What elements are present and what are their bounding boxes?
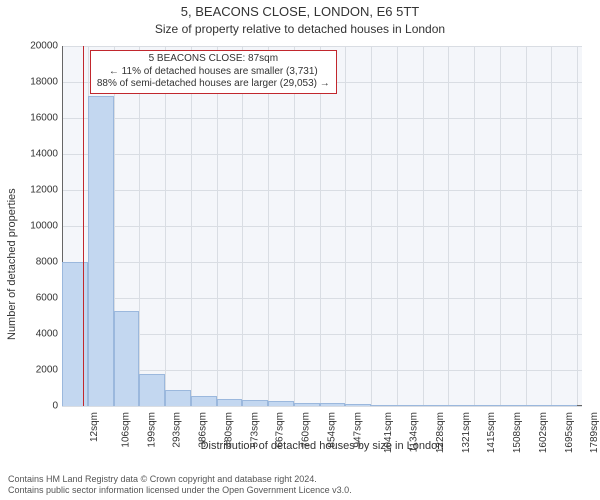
x-tick-label: 293sqm <box>172 412 183 448</box>
gridline-vertical <box>217 46 218 406</box>
x-tick-label: 1508sqm <box>512 412 523 453</box>
x-tick-label: 12sqm <box>89 412 100 442</box>
x-tick-label: 1228sqm <box>435 412 446 453</box>
y-tick-label: 6000 <box>8 293 58 304</box>
gridline-vertical <box>526 46 527 406</box>
x-tick-label: 1321sqm <box>461 412 472 453</box>
gridline-vertical <box>191 46 192 406</box>
chart-container: 5, BEACONS CLOSE, LONDON, E6 5TT Size of… <box>0 0 600 500</box>
annotation-line: ← 11% of detached houses are smaller (3,… <box>97 66 330 79</box>
chart-title-main: 5, BEACONS CLOSE, LONDON, E6 5TT <box>0 4 600 19</box>
histogram-bar <box>320 403 346 406</box>
footer-text: Contains HM Land Registry data © Crown c… <box>8 474 352 497</box>
gridline-vertical <box>577 46 578 406</box>
histogram-bar <box>294 403 320 406</box>
x-tick-label: 199sqm <box>146 412 157 448</box>
x-tick-label: 1134sqm <box>408 412 419 452</box>
y-tick-label: 0 <box>8 401 58 412</box>
histogram-bar <box>551 405 577 406</box>
annotation-box: 5 BEACONS CLOSE: 87sqm← 11% of detached … <box>90 50 337 94</box>
marker-line <box>83 46 85 406</box>
x-tick-label: 480sqm <box>223 412 234 448</box>
gridline-vertical <box>242 46 243 406</box>
histogram-bar <box>526 405 552 406</box>
plot-area: 5 BEACONS CLOSE: 87sqm← 11% of detached … <box>62 46 582 406</box>
histogram-bar <box>397 405 423 406</box>
y-tick-label: 12000 <box>8 185 58 196</box>
x-tick-label: 386sqm <box>198 412 209 448</box>
gridline-vertical <box>371 46 372 406</box>
x-tick-label: 1695sqm <box>564 412 575 453</box>
y-tick-label: 14000 <box>8 149 58 160</box>
gridline-vertical <box>320 46 321 406</box>
histogram-bar <box>139 374 165 406</box>
x-tick-label: 1789sqm <box>590 412 600 453</box>
y-tick-label: 18000 <box>8 77 58 88</box>
histogram-bar <box>345 404 371 406</box>
gridline-vertical <box>139 46 140 406</box>
histogram-bar <box>423 405 449 406</box>
x-tick-label: 760sqm <box>301 412 312 448</box>
annotation-line: 5 BEACONS CLOSE: 87sqm <box>97 53 330 66</box>
histogram-bar <box>217 399 243 406</box>
footer-line-1: Contains HM Land Registry data © Crown c… <box>8 474 352 485</box>
histogram-bar <box>448 405 474 406</box>
y-tick-label: 20000 <box>8 41 58 52</box>
gridline-vertical <box>165 46 166 406</box>
footer-line-2: Contains public sector information licen… <box>8 485 352 496</box>
y-tick-label: 10000 <box>8 221 58 232</box>
histogram-bar <box>165 390 191 406</box>
x-axis-label: Distribution of detached houses by size … <box>62 440 582 452</box>
histogram-bar <box>88 96 114 406</box>
y-tick-label: 4000 <box>8 329 58 340</box>
gridline-vertical <box>500 46 501 406</box>
y-tick-label: 2000 <box>8 365 58 376</box>
x-tick-label: 1602sqm <box>538 412 549 453</box>
histogram-bar <box>268 401 294 406</box>
chart-title-sub: Size of property relative to detached ho… <box>0 22 600 36</box>
y-tick-label: 16000 <box>8 113 58 124</box>
histogram-bar <box>191 396 217 406</box>
gridline-horizontal <box>62 406 582 407</box>
gridline-vertical <box>397 46 398 406</box>
gridline-vertical <box>423 46 424 406</box>
x-tick-label: 573sqm <box>249 412 260 448</box>
x-tick-label: 947sqm <box>352 412 363 448</box>
x-tick-label: 667sqm <box>275 412 286 448</box>
x-tick-label: 106sqm <box>120 412 131 448</box>
histogram-bar <box>371 405 397 406</box>
gridline-vertical <box>268 46 269 406</box>
histogram-bar <box>474 405 500 406</box>
x-tick-label: 1041sqm <box>384 412 395 453</box>
gridline-vertical <box>294 46 295 406</box>
annotation-line: 88% of semi-detached houses are larger (… <box>97 78 330 91</box>
gridline-vertical <box>448 46 449 406</box>
gridline-vertical <box>551 46 552 406</box>
y-tick-label: 8000 <box>8 257 58 268</box>
x-tick-label: 854sqm <box>326 412 337 448</box>
gridline-vertical <box>474 46 475 406</box>
x-tick-label: 1415sqm <box>487 412 498 453</box>
histogram-bar <box>242 400 268 406</box>
histogram-bar <box>114 311 140 406</box>
histogram-bar <box>500 405 526 406</box>
gridline-vertical <box>345 46 346 406</box>
